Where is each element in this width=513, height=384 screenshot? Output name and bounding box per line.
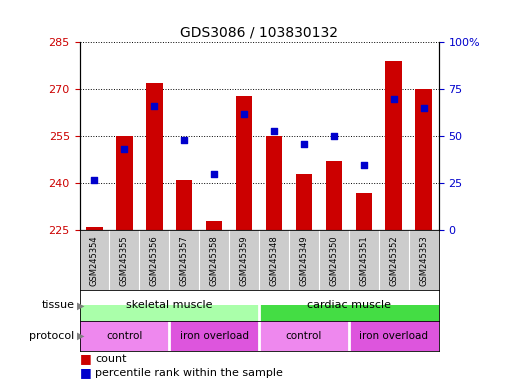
Text: cardiac muscle: cardiac muscle xyxy=(307,300,391,310)
Bar xyxy=(206,221,223,230)
Bar xyxy=(295,174,312,230)
Text: ▶: ▶ xyxy=(77,300,85,310)
Bar xyxy=(416,89,432,230)
Text: ■: ■ xyxy=(80,366,91,379)
Text: ▶: ▶ xyxy=(77,331,85,341)
Text: GSM245359: GSM245359 xyxy=(240,235,249,286)
Point xyxy=(330,133,338,139)
Text: GSM245356: GSM245356 xyxy=(150,235,159,286)
Point xyxy=(150,103,159,109)
Point xyxy=(300,141,308,147)
Text: protocol: protocol xyxy=(29,331,74,341)
Bar xyxy=(169,321,259,351)
Text: count: count xyxy=(95,354,126,364)
Bar xyxy=(326,161,342,230)
Bar xyxy=(176,180,192,230)
Text: percentile rank within the sample: percentile rank within the sample xyxy=(95,368,283,378)
Title: GDS3086 / 103830132: GDS3086 / 103830132 xyxy=(180,26,338,40)
Point xyxy=(210,171,219,177)
Bar xyxy=(385,61,402,230)
Text: GSM245349: GSM245349 xyxy=(300,235,308,286)
Text: GSM245353: GSM245353 xyxy=(419,235,428,286)
Bar xyxy=(116,136,133,230)
Text: ■: ■ xyxy=(80,352,91,365)
Point xyxy=(360,161,368,167)
Point xyxy=(180,137,188,143)
Point xyxy=(120,146,128,152)
Bar xyxy=(86,227,103,230)
Text: GSM245350: GSM245350 xyxy=(329,235,339,286)
Bar xyxy=(236,96,252,230)
Point xyxy=(420,105,428,111)
FancyArrow shape xyxy=(80,305,259,336)
Bar xyxy=(266,136,282,230)
Text: GSM245351: GSM245351 xyxy=(359,235,368,286)
Bar xyxy=(146,83,163,230)
Text: iron overload: iron overload xyxy=(359,331,428,341)
Text: GSM245354: GSM245354 xyxy=(90,235,99,286)
Text: iron overload: iron overload xyxy=(180,331,249,341)
Point xyxy=(90,177,98,183)
Bar xyxy=(356,193,372,230)
Text: GSM245348: GSM245348 xyxy=(269,235,279,286)
Text: skeletal muscle: skeletal muscle xyxy=(126,300,212,310)
Text: control: control xyxy=(106,331,143,341)
Text: GSM245357: GSM245357 xyxy=(180,235,189,286)
Point xyxy=(240,111,248,117)
Point xyxy=(270,127,278,134)
Text: GSM245355: GSM245355 xyxy=(120,235,129,286)
Text: GSM245352: GSM245352 xyxy=(389,235,398,286)
Text: GSM245358: GSM245358 xyxy=(210,235,219,286)
Text: tissue: tissue xyxy=(42,300,74,310)
Text: control: control xyxy=(286,331,322,341)
Point xyxy=(390,96,398,102)
Bar xyxy=(349,321,439,351)
FancyArrow shape xyxy=(259,305,439,336)
Bar xyxy=(80,321,169,351)
Bar xyxy=(259,321,349,351)
